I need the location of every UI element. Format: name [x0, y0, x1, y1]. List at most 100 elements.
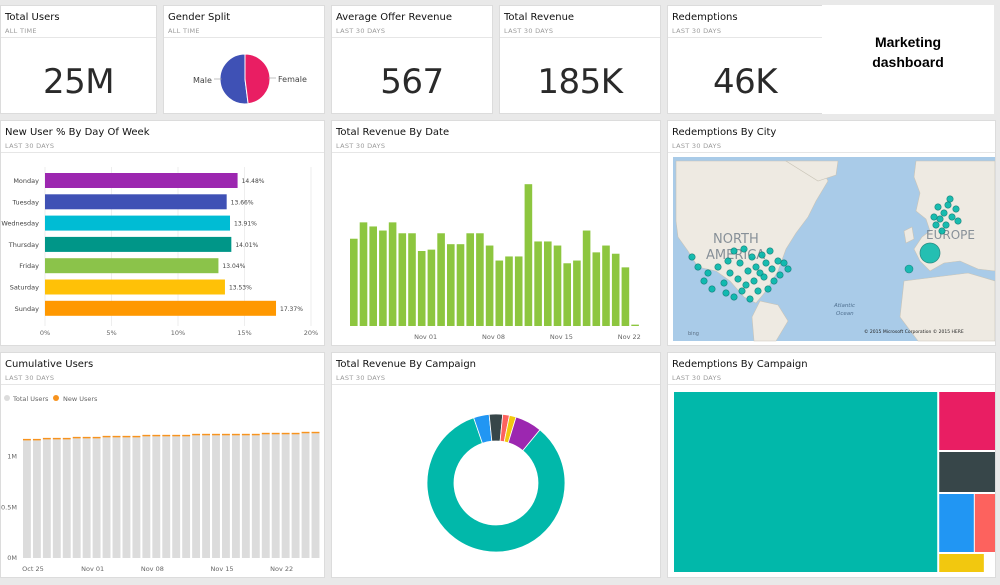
revenue-bar[interactable]	[534, 241, 542, 326]
city-marker[interactable]	[932, 221, 940, 229]
total-users-bar[interactable]	[241, 435, 250, 558]
revenue-by-date-tile[interactable]: Total Revenue By Date LAST 30 DAYS Nov 0…	[331, 120, 661, 346]
new-users-bar[interactable]	[261, 432, 270, 435]
city-marker[interactable]	[758, 251, 766, 259]
revenue-bar[interactable]	[602, 245, 610, 326]
city-marker[interactable]	[944, 201, 952, 209]
treemap-cell[interactable]	[939, 554, 984, 572]
new-users-bar[interactable]	[62, 437, 71, 440]
revenue-bar[interactable]	[611, 253, 620, 326]
revenue-bar[interactable]	[582, 230, 591, 326]
city-marker-large[interactable]	[919, 242, 941, 264]
total-revenue-tile[interactable]: Total Revenue LAST 30 DAYS 185K	[499, 5, 661, 114]
new-users-bar[interactable]	[52, 437, 61, 440]
city-marker[interactable]	[730, 247, 738, 255]
total-users-bar[interactable]	[122, 437, 131, 558]
revenue-bar[interactable]	[408, 233, 416, 326]
city-marker[interactable]	[688, 253, 696, 261]
total-users-bar[interactable]	[32, 440, 41, 558]
city-marker[interactable]	[742, 281, 750, 289]
city-marker[interactable]	[746, 295, 754, 303]
treemap-cell[interactable]	[939, 452, 995, 492]
revenue-bar[interactable]	[447, 244, 455, 326]
city-marker[interactable]	[708, 285, 716, 293]
revenue-bar[interactable]	[514, 256, 523, 326]
cumulative-users-tile[interactable]: Cumulative Users LAST 30 DAYS Total User…	[0, 352, 325, 578]
city-marker[interactable]	[948, 213, 956, 221]
pie-slice-male[interactable]	[219, 53, 249, 105]
revenue-bar[interactable]	[437, 233, 445, 326]
city-marker[interactable]	[764, 285, 772, 293]
revenue-bar[interactable]	[621, 267, 630, 326]
total-users-bar[interactable]	[271, 434, 280, 558]
redemptions-by-city-tile[interactable]: Redemptions By City LAST 30 DAYS NORTH A…	[667, 120, 996, 346]
revenue-bar[interactable]	[359, 222, 368, 326]
total-users-tile[interactable]: Total Users ALL TIME 25M	[0, 5, 157, 114]
treemap-cell[interactable]	[939, 494, 974, 552]
revenue-bar[interactable]	[369, 226, 377, 326]
new-users-bar[interactable]	[72, 436, 81, 439]
total-users-bar[interactable]	[92, 438, 101, 558]
revenue-bar[interactable]	[417, 251, 426, 326]
new-users-bar[interactable]	[102, 435, 111, 438]
total-users-bar[interactable]	[281, 434, 290, 558]
revenue-bar[interactable]	[544, 241, 552, 326]
treemap-cell[interactable]	[974, 494, 995, 552]
city-map[interactable]: NORTH AMERICA EUROPE Atlantic Ocean bing…	[668, 121, 996, 346]
total-users-bar[interactable]	[52, 439, 61, 558]
total-users-bar[interactable]	[212, 435, 220, 558]
revenue-bar[interactable]	[350, 238, 358, 326]
donut-slice[interactable]	[426, 417, 566, 553]
city-marker[interactable]	[744, 267, 752, 275]
dow-bar[interactable]	[45, 279, 225, 295]
campaign-donut-chart[interactable]	[332, 353, 661, 578]
revenue-bar[interactable]	[563, 263, 571, 326]
revenue-bar[interactable]	[398, 233, 407, 326]
new-users-bar[interactable]	[152, 434, 161, 437]
revenue-bar[interactable]	[505, 256, 513, 326]
city-marker[interactable]	[720, 279, 728, 287]
new-users-bar[interactable]	[182, 434, 191, 437]
city-marker[interactable]	[730, 293, 738, 301]
new-users-bar[interactable]	[231, 433, 240, 436]
new-users-bar[interactable]	[301, 431, 310, 434]
revenue-by-campaign-tile[interactable]: Total Revenue By Campaign LAST 30 DAYS	[331, 352, 661, 578]
total-users-bar[interactable]	[23, 440, 31, 558]
revenue-bar[interactable]	[524, 184, 533, 326]
total-users-bar[interactable]	[311, 433, 320, 558]
city-marker[interactable]	[940, 209, 948, 217]
total-users-bar[interactable]	[152, 436, 161, 558]
revenue-bar[interactable]	[379, 230, 387, 326]
revenue-date-bar-chart[interactable]: Nov 01 Nov 08 Nov 15 Nov 22	[332, 121, 661, 346]
new-users-bar[interactable]	[142, 434, 151, 437]
city-marker[interactable]	[768, 265, 776, 273]
new-users-bar[interactable]	[271, 432, 280, 435]
total-users-bar[interactable]	[162, 436, 171, 558]
new-users-bar[interactable]	[291, 432, 300, 435]
pie-slice-female[interactable]	[244, 53, 271, 105]
dow-bar[interactable]	[45, 194, 227, 210]
new-users-bar[interactable]	[251, 433, 260, 436]
city-marker[interactable]	[694, 263, 702, 271]
gender-pie-chart[interactable]: Male Female	[164, 6, 325, 114]
city-marker[interactable]	[734, 275, 742, 283]
new-users-bar[interactable]	[132, 435, 141, 438]
new-users-bar[interactable]	[162, 434, 171, 437]
map-city-markers[interactable]	[688, 195, 962, 303]
new-users-bar[interactable]	[311, 431, 320, 434]
total-users-bar[interactable]	[301, 433, 310, 558]
total-users-bar[interactable]	[112, 437, 121, 558]
city-marker[interactable]	[774, 257, 782, 265]
city-marker[interactable]	[726, 269, 734, 277]
revenue-bar[interactable]	[495, 260, 504, 326]
total-users-bar[interactable]	[72, 438, 81, 558]
city-marker[interactable]	[736, 259, 744, 267]
new-user-dow-tile[interactable]: New User % By Day Of Week LAST 30 DAYS 0…	[0, 120, 325, 346]
total-users-bar[interactable]	[291, 434, 300, 558]
city-marker[interactable]	[780, 259, 788, 267]
city-marker[interactable]	[936, 215, 944, 223]
total-users-bar[interactable]	[132, 437, 141, 558]
city-marker[interactable]	[930, 213, 938, 221]
city-marker[interactable]	[938, 227, 946, 235]
new-users-bar[interactable]	[212, 433, 220, 436]
